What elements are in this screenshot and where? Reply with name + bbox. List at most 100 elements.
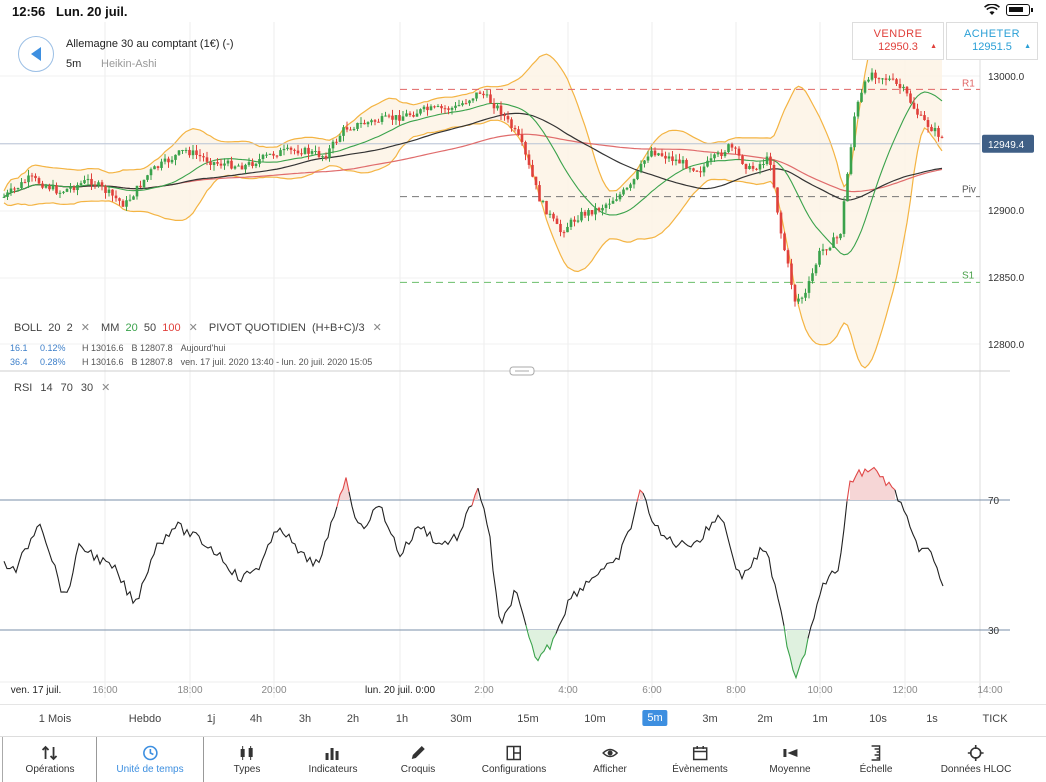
timeframe-1s[interactable]: 1s [926, 713, 938, 725]
pivot-label: Piv [962, 185, 976, 196]
candle-body [366, 122, 370, 125]
candle-body [167, 158, 170, 163]
candle-body [856, 101, 860, 117]
candle-body [849, 147, 853, 174]
pivot-remove-icon[interactable]: ✕ [372, 322, 382, 334]
candle-body [132, 196, 135, 200]
timeframe-1m[interactable]: 1m [812, 713, 828, 725]
timeframe-2m[interactable]: 2m [757, 713, 773, 725]
candle-body [604, 204, 608, 208]
candle-body [121, 200, 125, 207]
time-axis-label: 2:00 [474, 685, 494, 696]
chart-area[interactable]: R1 Piv S1 13000.0 12900.0 12850.0 12800.0 12949… [0, 0, 1046, 698]
candle-body [566, 226, 569, 233]
candle-body [860, 92, 863, 102]
average-icon [782, 749, 797, 757]
candle-body [608, 203, 611, 205]
timeframe-15m[interactable]: 15m [517, 713, 539, 725]
timeframe-3m[interactable]: 3m [702, 713, 718, 725]
candle-body [898, 84, 902, 89]
timeframe-3h[interactable]: 3h [298, 713, 312, 725]
candle-body [160, 161, 163, 168]
rsi-axis-70: 70 [988, 496, 1000, 507]
rsi-line [471, 487, 479, 506]
candle-body [846, 173, 849, 202]
timeframe-10m[interactable]: 10m [584, 713, 606, 725]
toolbar-unite-de-temps[interactable]: Unité de temps [116, 737, 184, 782]
toolbar-configurations[interactable]: Configurations [482, 737, 546, 782]
toolbar-moyenne[interactable]: Moyenne [769, 737, 811, 782]
toolbar-donnees-hloc[interactable]: Données HLOC [941, 737, 1011, 782]
candle-body [723, 152, 727, 157]
toolbar-label: Échelle [859, 764, 893, 775]
layout-icon [506, 745, 522, 761]
timeframe-5m[interactable]: 5m [642, 710, 668, 726]
rsi-line [555, 501, 638, 634]
candle-body [27, 175, 30, 183]
candle-body [412, 115, 415, 117]
candle-body [405, 113, 408, 117]
toolbar-indicateurs[interactable]: Indicateurs [309, 737, 357, 782]
boll-legend[interactable]: BOLL 20 2 [14, 321, 73, 334]
toolbar-afficher[interactable]: Afficher [593, 737, 627, 782]
toolbar-evenements[interactable]: Évènements [672, 737, 728, 782]
chart-canvas[interactable]: R1 Piv S1 13000.0 12900.0 12850.0 12800.0 12949… [0, 0, 1046, 698]
eye-icon [601, 748, 618, 758]
candle-body [926, 120, 930, 127]
candle-body [209, 161, 212, 165]
rsi-overbought-fill [340, 477, 349, 500]
candle-body [86, 178, 90, 181]
timeframe-30m[interactable]: 30m [450, 713, 472, 725]
timeframe-2h[interactable]: 2h [346, 713, 360, 725]
candle-body [783, 233, 786, 251]
candle-body [118, 198, 121, 201]
sell-button[interactable]: VENDRE 12950.3 ▲ [852, 22, 944, 60]
candle-body [321, 156, 324, 158]
candle-body [391, 115, 394, 120]
candle-body [755, 168, 758, 170]
candle-body [762, 164, 765, 166]
candle-body [37, 178, 41, 184]
candle-body [835, 237, 839, 239]
rsi-legend[interactable]: RSI 14 70 30 ✕ [14, 381, 111, 395]
timeframe-1-mois[interactable]: 1 Mois [38, 713, 72, 725]
candle-body [275, 155, 279, 157]
status-date: Lun. 20 juil. [56, 4, 128, 19]
buy-label: ACHETER [963, 28, 1021, 40]
candle-body [741, 155, 744, 164]
indicator-legend: BOLL 20 2 ✕ MM 20 50 100 ✕ PIVOT QUOTIDI… [14, 321, 382, 335]
candle-body [874, 72, 877, 79]
timeframe-hebdo[interactable]: Hebdo [128, 713, 162, 725]
back-button[interactable] [18, 36, 54, 72]
toolbar-selected-frame [96, 737, 204, 782]
pivot-s1-label: S1 [962, 270, 975, 281]
candle-body [797, 298, 800, 302]
timeframe-4h[interactable]: 4h [249, 713, 263, 725]
candle-body [807, 281, 811, 293]
buy-button[interactable]: ACHETER 12951.5 ▲ [946, 22, 1038, 60]
toolbar-operations[interactable]: Opérations [26, 737, 74, 782]
candle-body [499, 105, 503, 115]
candle-body [16, 188, 20, 190]
clock-icon [142, 745, 158, 761]
candle-body [748, 165, 751, 169]
candle-body [345, 127, 349, 130]
boll-remove-icon[interactable]: ✕ [80, 322, 90, 334]
rsi-line [807, 501, 848, 639]
pivot-legend[interactable]: PIVOT QUOTIDIEN (H+B+C)/3 [208, 321, 365, 334]
timeframe-1j[interactable]: 1j [206, 713, 216, 725]
toolbar-label: Unité de temps [116, 764, 184, 775]
toolbar-croquis[interactable]: Croquis [401, 737, 435, 782]
rsi-remove-icon[interactable]: ✕ [101, 382, 111, 394]
candle-body [394, 115, 398, 120]
toolbar-types[interactable]: Types [234, 737, 260, 782]
mm-remove-icon[interactable]: ✕ [188, 322, 198, 334]
toolbar-echelle[interactable]: Échelle [859, 737, 893, 782]
candle-body [709, 158, 713, 161]
timeframe-1h[interactable]: 1h [395, 713, 409, 725]
timeframe-10s[interactable]: 10s [869, 713, 887, 725]
timeframe-tick[interactable]: TICK [982, 713, 1008, 725]
candle-body [128, 199, 132, 201]
mm-legend[interactable]: MM 20 50 100 [101, 321, 181, 334]
candle-body [307, 147, 310, 154]
